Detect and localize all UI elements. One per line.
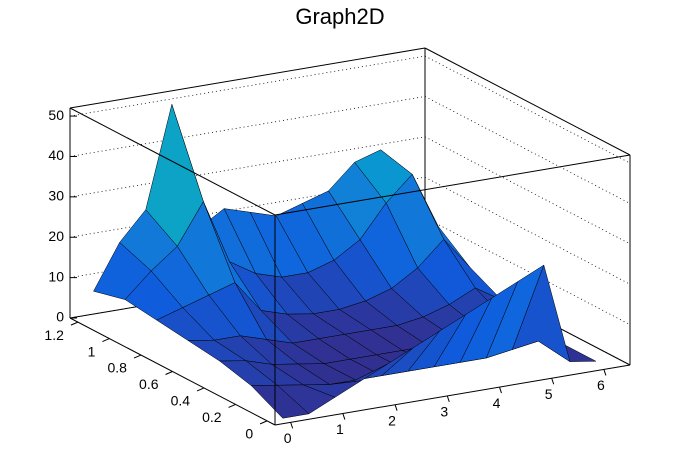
x-tick-label: 6 (597, 377, 605, 393)
y-tick (259, 420, 268, 425)
x-tick-label: 5 (545, 386, 553, 402)
y-tick-label: 1 (88, 343, 96, 359)
x-tick (446, 395, 450, 403)
y-tick-label: 0.8 (107, 360, 127, 376)
z-tick-label: 30 (48, 188, 64, 204)
x-tick (551, 378, 555, 385)
x-tick (499, 386, 502, 394)
y-tick-label: 0 (245, 426, 253, 442)
grid-line (69, 96, 631, 204)
box-edge (274, 364, 631, 426)
x-tick-label: 1 (336, 421, 344, 437)
y-tick (133, 354, 142, 359)
surface-cell (250, 384, 310, 419)
y-tick (165, 371, 173, 375)
z-tick-label: 0 (56, 309, 64, 325)
x-tick (342, 413, 346, 420)
grid-line (69, 55, 631, 164)
z-tick-label: 10 (48, 268, 64, 284)
y-tick (196, 387, 205, 392)
x-tick-label: 0 (284, 430, 292, 446)
box-edge (424, 47, 631, 156)
y-tick (228, 403, 236, 408)
box-edge (69, 47, 426, 109)
x-tick-label: 3 (440, 404, 448, 420)
z-tick-label: 40 (48, 147, 64, 163)
y-tick (102, 338, 110, 343)
y-tick-label: 0.2 (202, 409, 222, 425)
y-tick-label: 0.6 (139, 376, 159, 392)
y-tick-label: 1.2 (44, 327, 64, 343)
x-tick-label: 4 (493, 395, 501, 411)
z-tick-label: 50 (48, 107, 64, 123)
chart-title: Graph2D (295, 4, 384, 29)
x-tick (603, 369, 607, 376)
box-edge (274, 154, 631, 216)
y-tick-label: 0.4 (171, 393, 191, 409)
y-tick (70, 321, 79, 326)
x-tick-label: 2 (388, 412, 396, 428)
box-edge (69, 107, 276, 216)
x-tick (290, 422, 294, 429)
x-tick (394, 404, 398, 411)
z-tick-label: 20 (48, 228, 64, 244)
